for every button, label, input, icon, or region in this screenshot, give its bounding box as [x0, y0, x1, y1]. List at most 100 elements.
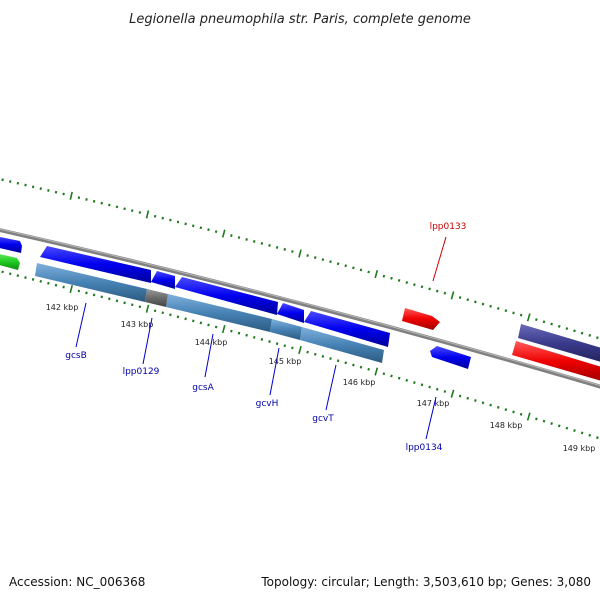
minor-tick	[321, 354, 325, 358]
minor-tick	[153, 309, 157, 313]
minor-tick	[199, 226, 203, 230]
minor-tick	[169, 218, 172, 222]
minor-tick	[199, 321, 203, 325]
annotated-feature[interactable]	[35, 263, 147, 302]
inner-tick-ring	[1, 270, 599, 440]
minor-tick	[565, 426, 569, 430]
annotated-feature[interactable]	[166, 294, 272, 332]
minor-tick	[184, 222, 187, 226]
cds-feature[interactable]	[0, 236, 22, 253]
minor-tick	[474, 300, 477, 304]
scale-label: 146 kbp	[343, 378, 376, 387]
minor-tick	[489, 403, 492, 407]
major-tick	[374, 367, 379, 376]
cds-feature-gcvT[interactable]	[304, 311, 390, 347]
minor-tick	[62, 192, 65, 196]
minor-tick	[115, 299, 119, 303]
minor-tick	[1, 270, 4, 274]
minor-tick	[397, 376, 401, 380]
minor-tick	[382, 274, 386, 278]
minor-tick	[138, 305, 142, 309]
annotated-feature-band	[35, 263, 384, 363]
minor-tick	[252, 240, 256, 243]
other-feature[interactable]	[0, 253, 20, 270]
label-leaders	[75, 236, 447, 440]
minor-tick	[542, 419, 546, 423]
minor-tick	[504, 309, 508, 313]
cds-feature-lpp0133[interactable]	[402, 308, 440, 330]
minor-tick	[237, 331, 241, 335]
minor-tick	[382, 372, 386, 376]
cds-feature-reverse[interactable]	[512, 341, 600, 382]
minor-tick	[519, 313, 523, 317]
minor-tick	[245, 333, 248, 337]
minor-tick	[306, 254, 309, 257]
cds-feature-gcvH[interactable]	[277, 303, 304, 323]
minor-tick	[504, 408, 508, 412]
minor-tick	[123, 207, 126, 211]
cds-feature-gcsB[interactable]	[40, 246, 151, 283]
annotated-feature-grey[interactable]	[145, 289, 168, 307]
minor-tick	[550, 322, 553, 326]
gene-label-lpp0133[interactable]: lpp0133	[430, 222, 467, 232]
annotated-feature[interactable]	[300, 327, 384, 363]
cds-feature-lpp0134[interactable]	[430, 346, 471, 369]
minor-tick	[420, 383, 424, 387]
minor-tick	[100, 201, 104, 205]
minor-tick	[176, 220, 180, 224]
minor-tick	[588, 433, 592, 437]
minor-tick	[329, 357, 332, 360]
minor-tick	[405, 281, 409, 284]
gene-label-lpp0129[interactable]: lpp0129	[123, 367, 160, 377]
minor-tick	[275, 342, 279, 346]
gene-label-gcsB[interactable]: gcsB	[65, 351, 87, 361]
minor-tick	[54, 190, 58, 194]
minor-tick	[283, 248, 287, 251]
major-tick	[526, 412, 531, 421]
gene-label-gcvT[interactable]: gcvT	[312, 414, 334, 424]
cds-feature-lpp0129[interactable]	[151, 271, 175, 289]
minor-tick	[329, 260, 332, 264]
minor-tick	[405, 378, 409, 382]
major-tick	[221, 324, 226, 334]
minor-tick	[512, 311, 515, 315]
major-tick	[450, 291, 455, 300]
minor-tick	[92, 293, 96, 297]
gene-label-lpp0134[interactable]: lpp0134	[406, 443, 443, 453]
minor-tick	[47, 189, 50, 192]
minor-tick	[230, 234, 233, 237]
minor-tick	[16, 274, 20, 278]
minor-tick	[115, 205, 119, 209]
genome-summary: Topology: circular; Length: 3,503,610 bp…	[260, 575, 591, 589]
minor-tick	[580, 431, 584, 435]
gene-label-gcsA[interactable]: gcsA	[192, 383, 214, 393]
minor-tick	[428, 287, 431, 291]
minor-tick	[535, 318, 538, 322]
minor-tick	[481, 302, 485, 306]
minor-tick	[77, 289, 81, 293]
other-feature-purple[interactable]	[518, 324, 600, 363]
minor-tick	[390, 374, 393, 378]
reverse-strand-features	[430, 324, 600, 382]
minor-tick	[230, 329, 233, 333]
major-tick	[145, 210, 150, 219]
minor-tick	[474, 399, 477, 402]
minor-tick	[359, 268, 363, 272]
minor-tick	[207, 323, 210, 327]
minor-tick	[169, 313, 172, 317]
genome-backbone	[0, 228, 600, 389]
accession-label: Accession: NC_006368	[9, 575, 145, 589]
cds-feature-gcsA[interactable]	[175, 277, 278, 315]
minor-tick	[481, 401, 485, 405]
minor-tick	[161, 216, 165, 220]
annotated-feature[interactable]	[270, 319, 302, 340]
minor-tick	[321, 258, 325, 262]
minor-tick	[85, 198, 88, 201]
gene-labels: gcsB lpp0129 gcsA gcvH gcvT lpp0133 lpp0…	[65, 222, 466, 453]
minor-tick	[39, 187, 42, 191]
minor-tick	[489, 304, 492, 308]
gene-label-gcvH[interactable]: gcvH	[256, 399, 279, 409]
minor-tick	[108, 297, 111, 301]
minor-tick	[161, 311, 165, 315]
major-tick	[145, 304, 150, 313]
